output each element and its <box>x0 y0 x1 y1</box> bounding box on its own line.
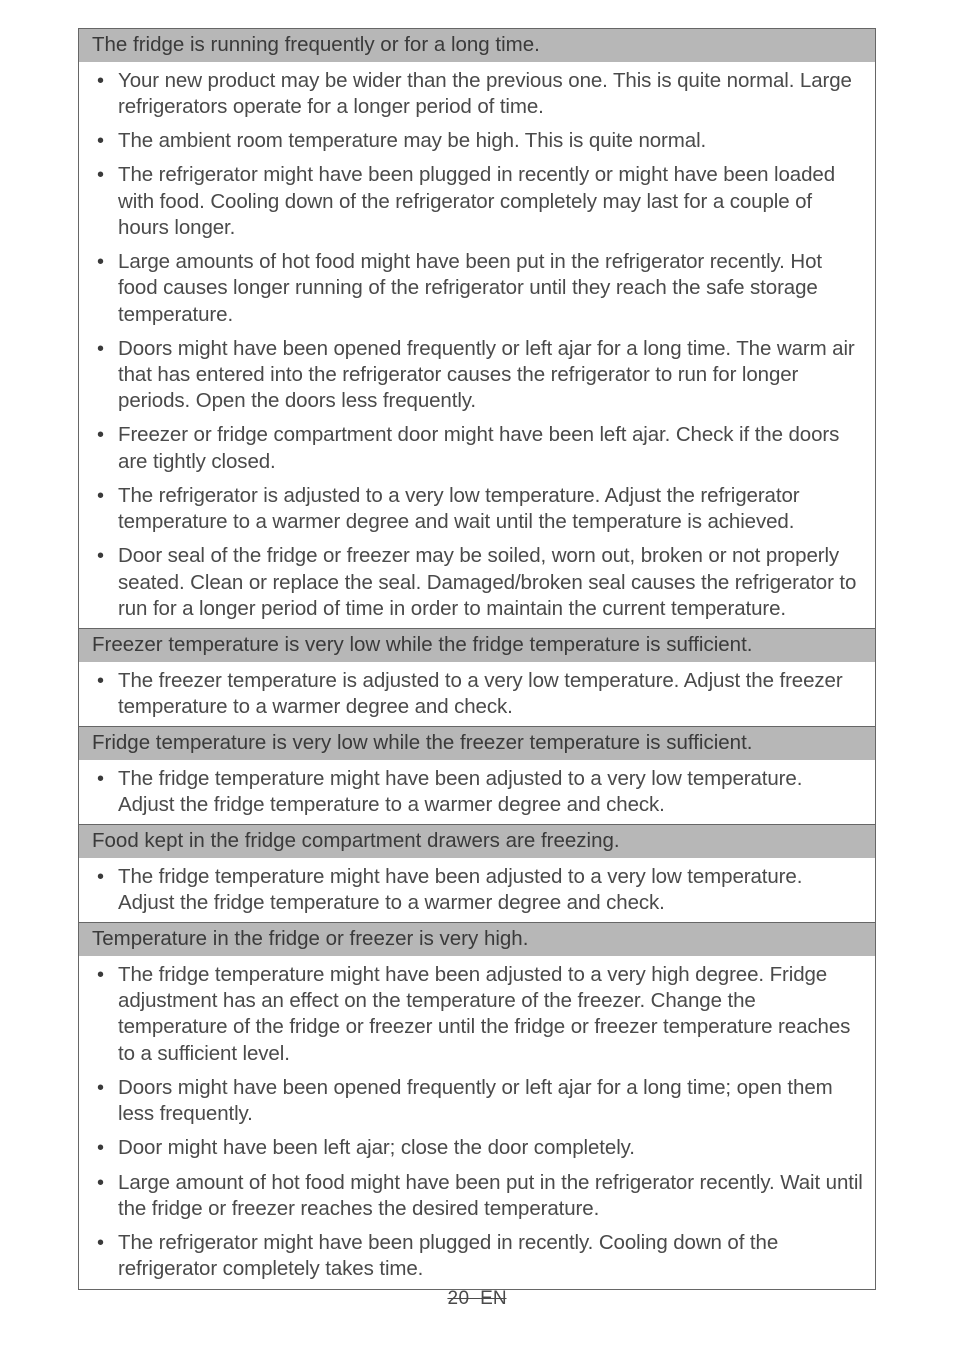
page-number: 20 <box>447 1288 469 1309</box>
bullet-icon: • <box>97 422 104 448</box>
list-item: • The refrigerator might have been plugge… <box>97 158 863 245</box>
list-item: • Large amount of hot food might have bee… <box>97 1166 863 1226</box>
bullet-icon: • <box>97 128 104 154</box>
section-header: Food kept in the fridge compartment draw… <box>79 824 875 858</box>
bullet-icon: • <box>97 162 104 188</box>
page-footer: 20 EN <box>78 1288 876 1310</box>
bullet-icon: • <box>97 543 104 569</box>
list-item: • Large amounts of hot food might have be… <box>97 245 863 332</box>
list-item-text: Door seal of the fridge or freezer may b… <box>118 543 863 622</box>
bullet-icon: • <box>97 1135 104 1161</box>
bullet-icon: • <box>97 668 104 694</box>
bullet-icon: • <box>97 1230 104 1256</box>
list-item: • Your new product may be wider than the … <box>97 64 863 124</box>
list-item: • The ambient room temperature may be hig… <box>97 124 863 158</box>
list-item-text: The refrigerator is adjusted to a very l… <box>118 483 863 535</box>
bullet-icon: • <box>97 1075 104 1101</box>
list-item: • The fridge temperature might have been … <box>97 958 863 1071</box>
section-list: • The fridge temperature might have been … <box>79 858 875 922</box>
list-item: • The fridge temperature might have been … <box>97 860 863 920</box>
section-list: • The fridge temperature might have been … <box>79 760 875 824</box>
bullet-icon: • <box>97 1170 104 1196</box>
list-item-text: The ambient room temperature may be high… <box>118 128 863 154</box>
bullet-icon: • <box>97 483 104 509</box>
section-header: Fridge temperature is very low while the… <box>79 726 875 760</box>
list-item-text: Large amounts of hot food might have bee… <box>118 249 863 328</box>
section-header: Freezer temperature is very low while th… <box>79 628 875 662</box>
list-item-text: Large amount of hot food might have been… <box>118 1170 863 1222</box>
list-item-text: Your new product may be wider than the p… <box>118 68 863 120</box>
list-item-text: Doors might have been opened frequently … <box>118 336 863 415</box>
list-item-text: The fridge temperature might have been a… <box>118 962 863 1067</box>
bullet-icon: • <box>97 249 104 275</box>
list-item-text: Freezer or fridge compartment door might… <box>118 422 863 474</box>
bullet-icon: • <box>97 864 104 890</box>
section-list: • The fridge temperature might have been … <box>79 956 875 1289</box>
list-item-text: The fridge temperature might have been a… <box>118 766 863 818</box>
list-item: • The refrigerator is adjusted to a very … <box>97 479 863 539</box>
lang-code: EN <box>480 1288 506 1309</box>
troubleshooting-table: The fridge is running frequently or for … <box>78 28 876 1290</box>
section-list: • Your new product may be wider than the … <box>79 62 875 628</box>
section-list: • The freezer temperature is adjusted to … <box>79 662 875 726</box>
list-item-text: The fridge temperature might have been a… <box>118 864 863 916</box>
list-item-text: The refrigerator might have been plugged… <box>118 1230 863 1282</box>
bullet-icon: • <box>97 336 104 362</box>
list-item-text: Doors might have been opened frequently … <box>118 1075 863 1127</box>
bullet-icon: • <box>97 962 104 988</box>
list-item: • Door seal of the fridge or freezer may … <box>97 539 863 626</box>
section-header: The fridge is running frequently or for … <box>79 29 875 62</box>
list-item-text: The refrigerator might have been plugged… <box>118 162 863 241</box>
bullet-icon: • <box>97 766 104 792</box>
list-item: • The fridge temperature might have been … <box>97 762 863 822</box>
list-item: • Doors might have been opened frequently… <box>97 332 863 419</box>
list-item: • Doors might have been opened frequently… <box>97 1071 863 1131</box>
list-item: • Freezer or fridge compartment door migh… <box>97 418 863 478</box>
list-item: • The refrigerator might have been plugge… <box>97 1226 863 1286</box>
list-item-text: The freezer temperature is adjusted to a… <box>118 668 863 720</box>
section-header: Temperature in the fridge or freezer is … <box>79 922 875 956</box>
list-item-text: Door might have been left ajar; close th… <box>118 1135 863 1161</box>
list-item: • The freezer temperature is adjusted to … <box>97 664 863 724</box>
list-item: • Door might have been left ajar; close t… <box>97 1131 863 1165</box>
bullet-icon: • <box>97 68 104 94</box>
